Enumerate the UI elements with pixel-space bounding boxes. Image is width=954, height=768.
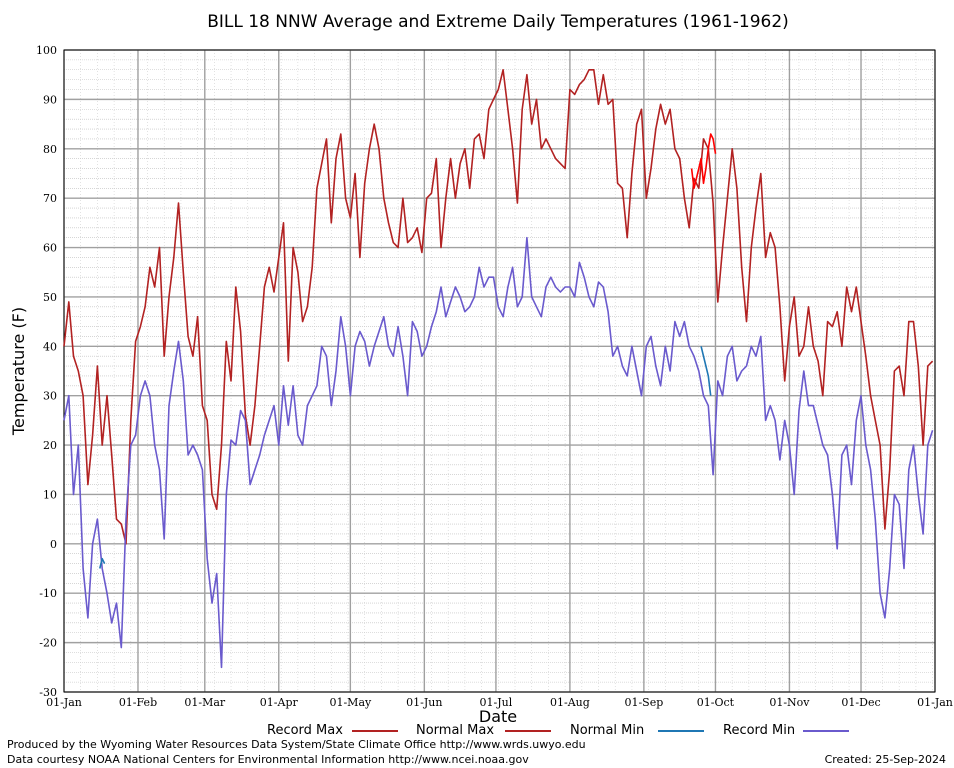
plot-frame xyxy=(63,49,936,693)
y-tick-label: 70 xyxy=(43,192,57,205)
x-tick-label: 01-Apr xyxy=(260,696,299,709)
x-tick-label: 01-Mar xyxy=(184,696,226,709)
y-tick-label: -30 xyxy=(39,686,57,699)
legend-label-normal-max: Normal Max xyxy=(416,723,494,738)
y-tick-label: 60 xyxy=(43,242,57,255)
legend-label-record-max: Record Max xyxy=(267,723,343,738)
legend: Record Max Normal Max Normal Min Record … xyxy=(267,723,849,738)
x-tick-label: 01-Jul xyxy=(480,696,513,709)
legend-label-normal-min: Normal Min xyxy=(570,723,644,738)
series-line-record-max xyxy=(63,69,934,545)
x-tick-label: 01-Jan xyxy=(46,696,82,709)
series-line-normal-min xyxy=(99,346,712,569)
y-tick-label: 100 xyxy=(36,44,57,57)
series-line-normal-max xyxy=(690,133,717,190)
series-line-record-min xyxy=(63,236,934,669)
y-tick-label: 10 xyxy=(43,488,57,501)
footer-credit-wrds: Produced by the Wyoming Water Resources … xyxy=(7,738,586,751)
x-tick-label: 01-Feb xyxy=(119,696,157,709)
y-tick-label: -20 xyxy=(39,637,57,650)
series-layer xyxy=(63,69,934,669)
legend-label-record-min: Record Min xyxy=(723,723,795,738)
y-tick-label: 30 xyxy=(43,390,57,403)
x-tick-label: 01-Aug xyxy=(550,696,590,709)
y-tick-label: -10 xyxy=(39,587,57,600)
x-tick-label: 01-May xyxy=(329,696,372,709)
x-tick-label: 01-Dec xyxy=(841,696,880,709)
x-tick-label: 01-Nov xyxy=(769,696,810,709)
x-tick-label: 01-Jun xyxy=(406,696,442,709)
y-tick-label: 90 xyxy=(43,93,57,106)
y-tick-label: 40 xyxy=(43,340,57,353)
footer-credit-noaa: Data courtesy NOAA National Centers for … xyxy=(7,753,529,766)
x-tick-label: 01-Jan xyxy=(917,696,953,709)
footer-created-date: Created: 25-Sep-2024 xyxy=(825,753,946,766)
x-tick-label: 01-Sep xyxy=(624,696,663,709)
y-tick-label: 0 xyxy=(50,538,57,551)
y-tick-label: 20 xyxy=(43,439,57,452)
y-axis-label: Temperature (F) xyxy=(9,307,28,436)
x-axis-label: Date xyxy=(479,707,517,726)
x-axis-ticks: 01-Jan 01-Feb 01-Mar 01-Apr 01-May 01-Jun 01-J… xyxy=(46,696,953,709)
chart-title: BILL 18 NNW Average and Extreme Daily Te… xyxy=(207,12,789,32)
x-tick-label: 01-Oct xyxy=(697,696,735,709)
y-tick-label: 50 xyxy=(43,291,57,304)
y-tick-label: 80 xyxy=(43,143,57,156)
